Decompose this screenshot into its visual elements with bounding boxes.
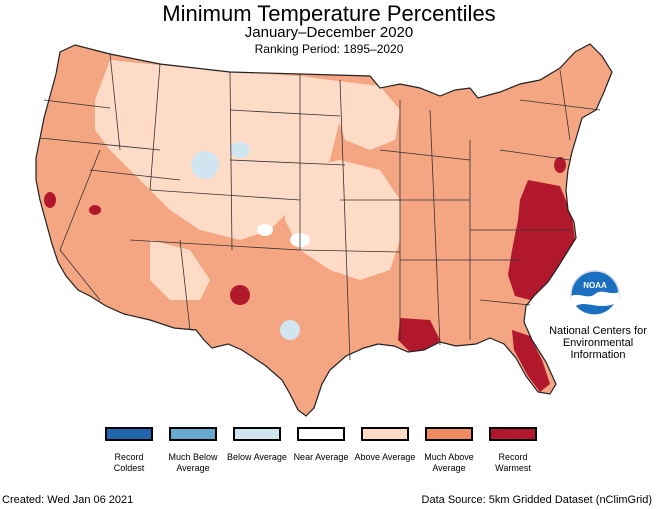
- legend-item-much-above-average: Much Above Average: [418, 427, 480, 474]
- legend-swatch: [361, 427, 409, 441]
- map-title: Minimum Temperature Percentiles: [162, 1, 496, 26]
- map-regions: [44, 60, 575, 392]
- region-above-average-north: [95, 60, 340, 240]
- created-date: Created: Wed Jan 06 2021: [2, 494, 134, 506]
- state-boundaries: [39, 53, 601, 361]
- noaa-caption: National Centers for Environmental Infor…: [548, 325, 648, 361]
- region-record-warmest-gulf: [398, 318, 440, 352]
- legend-item-above-average: Above Average: [354, 427, 416, 463]
- noaa-caption-line3: Information: [570, 349, 626, 361]
- legend-label: Record Warmest: [495, 452, 531, 473]
- map-subtitle: January–December 2020: [244, 24, 414, 41]
- noaa-caption-line1: National Centers for: [549, 325, 647, 337]
- region-record-warmest-new-jersey: [554, 157, 566, 173]
- legend-label: Near Average: [293, 452, 349, 462]
- legend-swatch: [233, 427, 281, 441]
- legend-item-near-average: Near Average: [290, 427, 352, 463]
- region-near-average-patch: [257, 224, 273, 236]
- legend-swatch: [489, 427, 537, 441]
- legend-label: Much Above Average: [424, 452, 474, 473]
- region-record-warmest-florida: [512, 330, 550, 392]
- legend-swatch: [425, 427, 473, 441]
- region-above-average-southwest: [150, 240, 210, 300]
- legend-item-much-below-average: Much Below Average: [162, 427, 224, 474]
- region-below-average-wyoming: [191, 151, 219, 179]
- region-below-average-patch: [230, 142, 250, 158]
- legend: Record Coldest Much Below Average Below …: [98, 427, 538, 497]
- region-below-average-texas: [280, 320, 300, 340]
- legend-item-record-coldest: Record Coldest: [98, 427, 160, 474]
- legend-item-below-average: Below Average: [226, 427, 288, 463]
- region-record-warmest-new-mexico: [230, 285, 250, 305]
- ranking-period: Ranking Period: 1895–2020: [254, 42, 404, 56]
- region-above-average-upper-midwest: [330, 80, 400, 150]
- region-record-warmest-nevada: [89, 205, 101, 215]
- region-record-warmest-california: [44, 192, 56, 208]
- legend-label: Above Average: [354, 452, 416, 462]
- noaa-logo-text: NOAA: [583, 281, 607, 290]
- legend-label: Below Average: [227, 452, 287, 462]
- legend-swatch: [297, 427, 345, 441]
- legend-swatch: [105, 427, 153, 441]
- noaa-caption-line2: Environmental: [562, 337, 634, 349]
- legend-label: Record Coldest: [113, 452, 145, 473]
- legend-label: Much Below Average: [168, 452, 218, 473]
- legend-swatch: [169, 427, 217, 441]
- data-source: Data Source: 5km Gridded Dataset (nClimG…: [421, 494, 652, 506]
- legend-item-record-warmest: Record Warmest: [482, 427, 544, 474]
- noaa-logo: NOAA: [570, 270, 620, 320]
